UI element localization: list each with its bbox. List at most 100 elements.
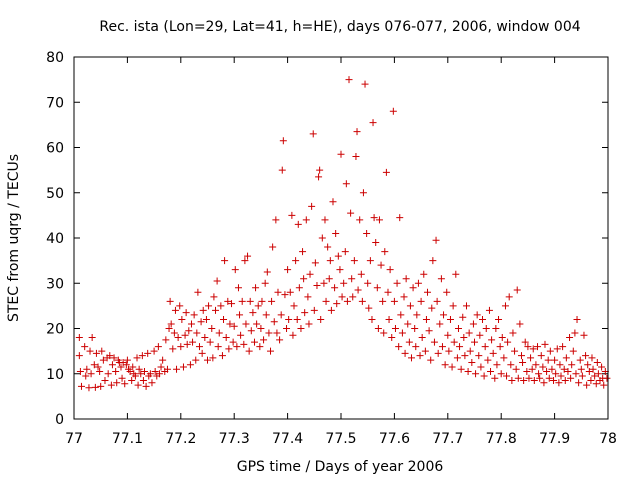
data-point-plus	[204, 356, 211, 364]
data-point-plus	[212, 306, 220, 314]
data-point-plus	[561, 377, 569, 385]
data-point-plus	[350, 257, 358, 265]
data-point-plus	[177, 343, 185, 351]
data-point-plus	[444, 331, 452, 339]
y-tick-label: 10	[46, 367, 64, 383]
data-point-plus	[178, 315, 186, 323]
data-point-plus	[246, 297, 254, 305]
data-point-plus	[471, 338, 478, 346]
data-point-plus	[316, 166, 324, 174]
data-point-plus	[432, 236, 440, 244]
data-point-plus	[484, 356, 492, 364]
data-point-plus	[366, 257, 374, 265]
data-point-plus	[269, 243, 277, 251]
data-point-plus	[345, 76, 353, 84]
data-point-plus	[257, 325, 265, 332]
data-point-plus	[505, 293, 513, 301]
data-point-plus	[384, 288, 392, 296]
data-point-plus	[284, 266, 292, 274]
data-point-plus	[568, 361, 576, 369]
data-point-plus	[473, 311, 481, 319]
data-point-plus	[404, 320, 412, 328]
data-point-plus	[133, 354, 141, 362]
data-point-plus	[192, 356, 200, 364]
data-point-plus	[313, 282, 321, 290]
data-point-plus	[201, 334, 209, 342]
data-point-plus	[496, 343, 504, 351]
data-point-plus	[393, 279, 401, 287]
data-point-plus	[240, 340, 248, 348]
data-point-plus	[534, 343, 542, 351]
data-point-plus	[509, 329, 517, 337]
data-point-plus	[573, 315, 581, 323]
data-point-plus	[295, 284, 303, 292]
data-point-plus	[96, 367, 104, 375]
data-point-plus	[443, 288, 451, 296]
y-tick-label: 40	[46, 231, 64, 247]
data-point-plus	[299, 248, 307, 256]
data-point-plus	[468, 358, 476, 366]
data-point-plus	[224, 297, 232, 305]
data-point-plus	[402, 275, 410, 283]
data-point-plus	[157, 363, 165, 371]
data-point-plus	[364, 279, 372, 287]
data-point-plus	[305, 320, 313, 328]
data-point-plus	[382, 168, 390, 176]
data-point-plus	[576, 356, 584, 364]
data-point-plus	[380, 329, 388, 337]
data-point-plus	[322, 297, 330, 305]
data-point-plus	[110, 354, 118, 362]
data-point-plus	[477, 363, 485, 371]
data-point-plus	[113, 379, 121, 387]
y-tick-label: 80	[46, 50, 64, 66]
data-point-plus	[548, 365, 556, 373]
data-point-plus	[405, 338, 413, 346]
data-point-plus	[104, 370, 112, 378]
data-point-plus	[469, 320, 477, 328]
data-point-plus	[279, 137, 287, 145]
y-tick-label: 30	[46, 276, 64, 292]
data-point-plus	[591, 372, 599, 380]
data-point-plus	[564, 367, 572, 375]
data-point-plus	[465, 329, 473, 337]
data-point-plus	[146, 370, 154, 378]
plot-frame	[73, 56, 609, 420]
data-point-plus	[416, 352, 424, 360]
data-point-plus	[517, 352, 525, 360]
data-point-plus	[562, 354, 570, 362]
data-point-plus	[536, 374, 544, 382]
data-point-plus	[544, 356, 552, 364]
data-point-plus	[353, 128, 361, 136]
data-point-plus	[541, 340, 549, 348]
data-point-plus	[368, 315, 376, 323]
data-point-plus	[247, 327, 255, 335]
data-point-plus	[520, 377, 528, 385]
data-point-plus	[154, 343, 162, 351]
axis-ticks-group: 77 77.1 77.2 77.3 77.4 77.5 77.6 77.7 77.8 77.9 78…	[46, 50, 617, 447]
data-point-plus	[524, 343, 532, 351]
data-point-plus	[311, 259, 319, 267]
data-point-plus	[422, 315, 430, 323]
data-point-plus	[513, 286, 521, 294]
data-point-plus	[553, 345, 561, 353]
data-point-plus	[461, 352, 469, 360]
data-point-plus	[75, 334, 83, 342]
data-point-plus	[92, 349, 100, 357]
data-point-plus	[155, 370, 163, 378]
data-point-plus	[183, 340, 191, 348]
data-point-plus	[261, 279, 269, 287]
data-point-plus	[189, 338, 197, 346]
data-point-plus	[582, 352, 590, 360]
data-point-plus	[560, 365, 568, 373]
data-point-plus	[567, 374, 575, 382]
data-point-plus	[390, 297, 398, 305]
data-point-plus	[430, 338, 438, 346]
data-point-plus	[588, 354, 596, 362]
data-point-plus	[85, 384, 93, 392]
data-point-plus	[421, 347, 429, 355]
data-point-plus	[427, 356, 435, 364]
data-point-plus	[193, 329, 201, 337]
data-point-plus	[199, 306, 207, 314]
